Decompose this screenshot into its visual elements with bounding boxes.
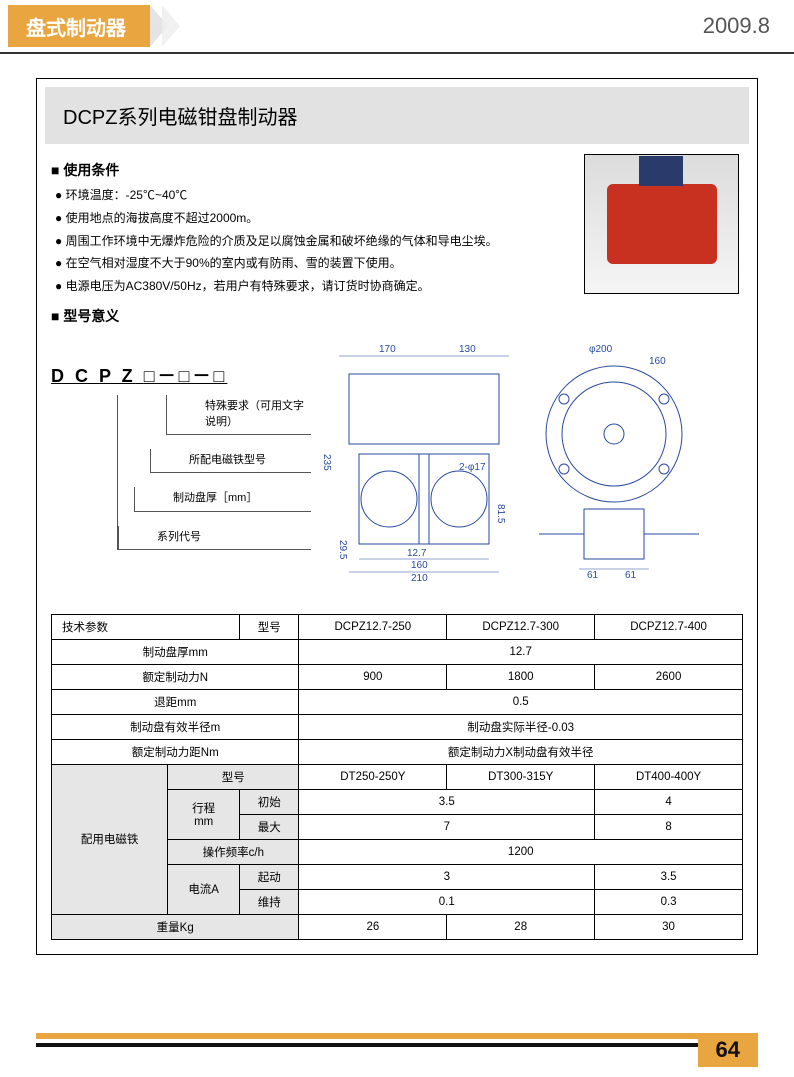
- row-label: 重量Kg: [52, 914, 299, 939]
- cell: 3.5: [595, 864, 743, 889]
- th-model-col: DCPZ12.7-400: [595, 614, 743, 639]
- row-label: 制动盘有效半径m: [52, 714, 299, 739]
- footer-bar-orange: [36, 1033, 758, 1039]
- content-frame: DCPZ系列电磁钳盘制动器 使用条件 环境温度：-25℃~40℃ 使用地点的海拔…: [36, 78, 758, 955]
- row-label: 型号: [168, 764, 299, 789]
- cell: DT250-250Y: [299, 764, 447, 789]
- page-title: DCPZ系列电磁钳盘制动器: [45, 87, 749, 144]
- technical-drawing: 170 130 235 2-φ17 29.5 12.7 160 210 81.5: [319, 344, 743, 604]
- row-label: 制动盘厚mm: [52, 639, 299, 664]
- cell: 制动盘实际半径-0.03: [299, 714, 743, 739]
- cell: 12.7: [299, 639, 743, 664]
- model-code-text: D C P Z □－□－□: [51, 364, 311, 389]
- issue-date: 2009.8: [703, 13, 770, 39]
- model-meaning-heading: 型号意义: [51, 306, 743, 326]
- legend-item: 制动盘厚［mm］: [134, 487, 311, 511]
- dim-label: 235: [321, 454, 332, 471]
- cell: 7: [299, 814, 595, 839]
- cell: 2600: [595, 664, 743, 689]
- dim-label: 160: [649, 356, 666, 367]
- row-sublabel: 初始: [240, 789, 299, 814]
- cell: 28: [447, 914, 595, 939]
- cell: 8: [595, 814, 743, 839]
- row-sublabel: 最大: [240, 814, 299, 839]
- legend-item: 系列代号: [118, 526, 311, 550]
- dim-label: 210: [411, 573, 428, 584]
- table-row: 额定制动力N 900 1800 2600: [52, 664, 743, 689]
- cell: 26: [299, 914, 447, 939]
- table-row: 额定制动力距Nm 额定制动力X制动盘有效半径: [52, 739, 743, 764]
- th-param: 技术参数: [52, 614, 240, 639]
- legend-item: 特殊要求（可用文字说明）: [166, 395, 311, 435]
- page-header: 盘式制动器 2009.8: [0, 0, 794, 52]
- row-label: 行程 mm: [168, 789, 240, 839]
- cell: 3: [299, 864, 595, 889]
- group-label: 配用电磁铁: [52, 764, 168, 914]
- spec-table: 技术参数 型号 DCPZ12.7-250 DCPZ12.7-300 DCPZ12…: [51, 614, 743, 940]
- model-code-diagram: D C P Z □－□－□ 特殊要求（可用文字说明） 所配电磁铁型号 制动盘厚［…: [51, 344, 311, 604]
- dim-label: φ200: [589, 344, 612, 355]
- dim-label: 81.5: [495, 504, 506, 523]
- cell: DT400-400Y: [595, 764, 743, 789]
- photo-top: [639, 156, 683, 186]
- cell: 1200: [299, 839, 743, 864]
- chevron-decor: [150, 5, 174, 47]
- footer-bar-black: [36, 1043, 758, 1047]
- row-label: 退距mm: [52, 689, 299, 714]
- code-boxes: □－□－□: [144, 366, 228, 386]
- cell: 4: [595, 789, 743, 814]
- cell: 0.5: [299, 689, 743, 714]
- cell: 30: [595, 914, 743, 939]
- cell: 0.1: [299, 889, 595, 914]
- drawing-side-view: φ200 160 61 61: [529, 344, 709, 584]
- page-number: 64: [698, 1033, 758, 1067]
- category-tab: 盘式制动器: [8, 5, 150, 47]
- cell: 0.3: [595, 889, 743, 914]
- dim-label: 130: [459, 344, 476, 355]
- code-prefix: D C P Z: [51, 366, 136, 386]
- cell: 900: [299, 664, 447, 689]
- cell: 额定制动力X制动盘有效半径: [299, 739, 743, 764]
- model-and-drawing-row: D C P Z □－□－□ 特殊要求（可用文字说明） 所配电磁铁型号 制动盘厚［…: [51, 344, 743, 604]
- dim-label: 2-φ17: [459, 462, 486, 473]
- table-row: 制动盘厚mm 12.7: [52, 639, 743, 664]
- th-model-col: DCPZ12.7-300: [447, 614, 595, 639]
- cell: 1800: [447, 664, 595, 689]
- dim-label: 29.5: [337, 540, 348, 559]
- row-sublabel: 起动: [240, 864, 299, 889]
- header-left: 盘式制动器: [0, 0, 174, 52]
- content-body: 使用条件 环境温度：-25℃~40℃ 使用地点的海拔高度不超过2000m。 周围…: [37, 144, 757, 954]
- dim-label: 61: [625, 570, 636, 581]
- row-label: 额定制动力N: [52, 664, 299, 689]
- dim-label: 61: [587, 570, 598, 581]
- dim-label: 170: [379, 344, 396, 355]
- product-photo: [584, 154, 739, 294]
- dim-label: 12.7: [407, 548, 426, 559]
- header-divider: [0, 52, 794, 54]
- row-label: 电流A: [168, 864, 240, 914]
- drawing-front-view: 170 130 235 2-φ17 29.5 12.7 160 210 81.5: [319, 344, 519, 584]
- row-label: 操作频率c/h: [168, 839, 299, 864]
- model-code-legend: 特殊要求（可用文字说明） 所配电磁铁型号 制动盘厚［mm］ 系列代号: [117, 395, 311, 550]
- legend-item: 所配电磁铁型号: [150, 449, 311, 473]
- row-label: 额定制动力距Nm: [52, 739, 299, 764]
- table-row: 技术参数 型号 DCPZ12.7-250 DCPZ12.7-300 DCPZ12…: [52, 614, 743, 639]
- cell: 3.5: [299, 789, 595, 814]
- chevron-icon: [162, 5, 180, 47]
- footer-decor: [36, 1033, 758, 1047]
- cell: DT300-315Y: [447, 764, 595, 789]
- row-sublabel: 维持: [240, 889, 299, 914]
- table-row: 配用电磁铁 型号 DT250-250Y DT300-315Y DT400-400…: [52, 764, 743, 789]
- table-row: 重量Kg 26 28 30: [52, 914, 743, 939]
- photo-body: [607, 184, 717, 264]
- dim-label: 160: [411, 560, 428, 571]
- table-row: 退距mm 0.5: [52, 689, 743, 714]
- th-model: 型号: [240, 614, 299, 639]
- th-model-col: DCPZ12.7-250: [299, 614, 447, 639]
- table-row: 制动盘有效半径m 制动盘实际半径-0.03: [52, 714, 743, 739]
